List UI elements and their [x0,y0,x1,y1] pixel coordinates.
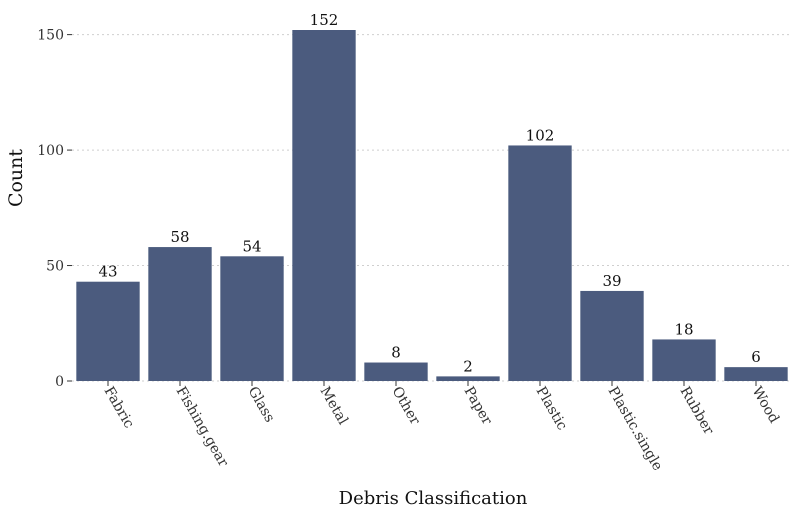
bar [148,247,212,381]
y-tick-label: 100 [37,143,64,159]
bar [508,145,572,381]
x-tick-label: Fabric [101,384,137,431]
bar-value-label: 58 [170,228,189,246]
x-axis: Fabric Fishing.gear Glass Metal Other Paper Pl… [101,381,783,474]
y-tick-label: 150 [37,28,64,44]
bar [364,362,428,381]
bars [76,30,788,381]
x-tick-label: Rubber [677,384,717,438]
bar-value-label: 39 [602,272,621,290]
bar [436,376,500,381]
bar [76,281,140,381]
data-labels: 43 58 54 152 8 2 102 39 18 6 [98,11,760,375]
bar [220,256,284,381]
bar-value-label: 6 [751,348,761,366]
x-tick-label: Plastic.single [605,384,666,474]
bar [580,290,644,381]
bar-value-label: 54 [242,237,261,255]
y-tick-label: 50 [46,259,64,275]
x-tick-label: Glass [245,384,278,425]
bar [652,339,716,381]
bar-value-label: 18 [674,320,693,338]
x-tick-label: Fishing.gear [173,384,232,470]
bar [724,367,788,381]
x-axis-label: Debris Classification [339,488,528,509]
x-tick-label: Wood [749,384,783,426]
x-tick-label: Plastic [533,384,571,433]
y-axis: 0 50 100 150 [37,28,72,390]
x-tick-label: Metal [317,384,352,428]
bar-value-label: 2 [463,357,473,375]
bar [292,30,356,381]
bar-value-label: 43 [98,263,117,281]
x-tick-label: Other [389,384,424,428]
bar-value-label: 102 [526,126,555,144]
bar-value-label: 152 [310,11,339,29]
y-tick-label: 0 [55,374,64,390]
bar-value-label: 8 [391,344,401,362]
x-tick-label: Paper [461,384,496,428]
y-axis-label: Count [5,149,27,207]
